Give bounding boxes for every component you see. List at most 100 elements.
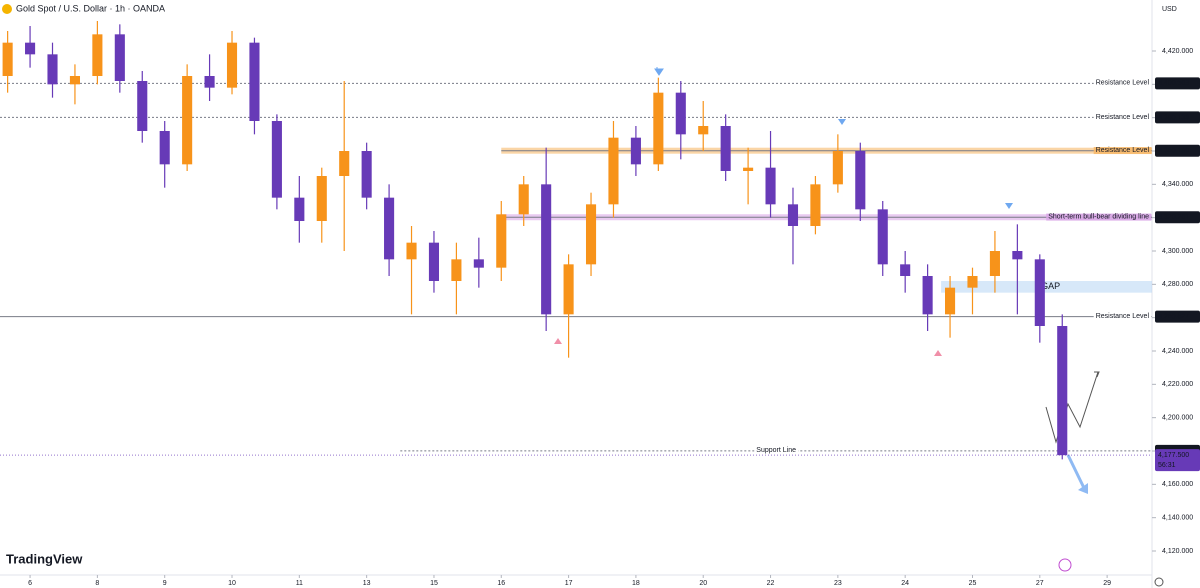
candle-body [159, 131, 170, 165]
x-tick-label: 23 [834, 580, 842, 587]
candle-body [69, 76, 80, 85]
projection-head [1094, 371, 1100, 378]
candle-body [114, 34, 125, 81]
level-label-bg [1093, 113, 1152, 121]
y-tick-label: 4,240.000 [1162, 348, 1193, 355]
x-tick-label: 20 [699, 580, 707, 587]
alert-icon[interactable] [1058, 558, 1072, 572]
y-tick-label: 4,200.000 [1162, 415, 1193, 422]
y-tick-label: 4,140.000 [1162, 515, 1193, 522]
level-price-box [1155, 111, 1200, 124]
currency[interactable]: USD [1162, 6, 1177, 13]
level-label-bg [1093, 147, 1152, 155]
candle-body [339, 151, 350, 176]
candle-body [47, 54, 58, 85]
arrow-down [1005, 203, 1013, 209]
arrow-down [838, 119, 846, 125]
candle-body [226, 42, 238, 88]
y-tick-label: 4,420.000 [1162, 48, 1193, 55]
x-tick-label: 17 [565, 580, 573, 587]
candle-body [249, 42, 260, 121]
candle-body [182, 76, 193, 165]
x-tick-label: 27 [1036, 580, 1044, 587]
level-label: Resistance Level [1096, 114, 1150, 121]
x-tick-label: 10 [228, 580, 236, 587]
candle-body [137, 81, 148, 131]
arrow-down [654, 67, 664, 76]
countdown: 56:31 [1158, 462, 1176, 469]
candle-body [451, 259, 462, 281]
level-label: Resistance Level [1096, 80, 1150, 87]
x-tick-label: 11 [296, 580, 303, 587]
candle-body [294, 197, 305, 221]
settings-icon[interactable] [1154, 577, 1164, 587]
candle-body [518, 184, 529, 215]
y-tick-label: 4,160.000 [1162, 481, 1193, 488]
candle-body [608, 137, 619, 205]
candle-body [428, 242, 440, 281]
candle-body [922, 276, 933, 315]
branding: TradingView [6, 551, 83, 566]
symbol-icon [2, 4, 12, 14]
candle-body [945, 287, 956, 315]
x-tick-label: 25 [969, 580, 977, 587]
candle-body [25, 42, 36, 55]
gap-box [941, 281, 1152, 293]
arrow-up [554, 338, 562, 344]
level-label: Short-term bull-bear dividing line [1048, 214, 1149, 221]
x-tick-label: 18 [632, 580, 640, 587]
level-label: Resistance Level [1096, 313, 1150, 320]
gap-label: GAP [1041, 281, 1060, 291]
arrow-up [934, 350, 942, 356]
candle-body [316, 176, 327, 221]
projection-down-head [1078, 483, 1088, 494]
level-price-label: 4,260.627 [1158, 313, 1189, 320]
candle-body [787, 204, 799, 226]
level-price-box [1155, 144, 1200, 157]
candle-body [473, 259, 484, 268]
x-tick-label: 22 [767, 580, 775, 587]
y-tick-label: 4,300.000 [1162, 248, 1193, 255]
candle-body [585, 204, 597, 265]
candle-body [675, 92, 686, 135]
level-label-bg [1046, 213, 1152, 221]
level-price-box [1155, 211, 1200, 224]
level-price-box [1155, 310, 1200, 323]
candle-body [765, 167, 776, 205]
candle-body [698, 126, 709, 135]
level-price-label: 4,400.563 [1158, 80, 1189, 87]
candle-body [832, 151, 843, 185]
candle-body [1057, 326, 1068, 456]
x-tick-label: 9 [163, 580, 167, 587]
candle-body [2, 42, 13, 76]
candle-body [496, 214, 507, 268]
level-price-label: 4,320.261 [1158, 214, 1189, 221]
level-price-label: 4,380.139 [1158, 114, 1189, 121]
last-price-box [1155, 449, 1200, 472]
y-tick-label: 4,220.000 [1162, 381, 1193, 388]
x-tick-label: 16 [497, 580, 505, 587]
candle-body [810, 184, 821, 226]
projection-down [1066, 454, 1086, 489]
symbol-title: Gold Spot / U.S. Dollar · 1h · OANDA [16, 3, 165, 13]
level-label-bg [1093, 312, 1152, 320]
candle-body [92, 34, 103, 76]
candle-body [877, 209, 888, 265]
x-tick-label: 15 [430, 580, 438, 587]
x-tick-label: 13 [363, 580, 371, 587]
candle-body [989, 251, 1000, 276]
candle-body [204, 76, 215, 88]
last-price-label: 4,177.500 [1158, 452, 1189, 459]
level-price-label: 4,360.180 [1158, 148, 1189, 155]
candle-body [563, 264, 574, 315]
x-tick-label: 24 [901, 580, 909, 587]
y-tick-label: 4,340.000 [1162, 181, 1193, 188]
projection-up [1045, 371, 1099, 444]
candle-body [900, 264, 911, 276]
candle-body [541, 184, 552, 315]
decorations [554, 67, 1164, 587]
level-label: Support Line [756, 447, 796, 454]
candle-body [720, 126, 731, 171]
